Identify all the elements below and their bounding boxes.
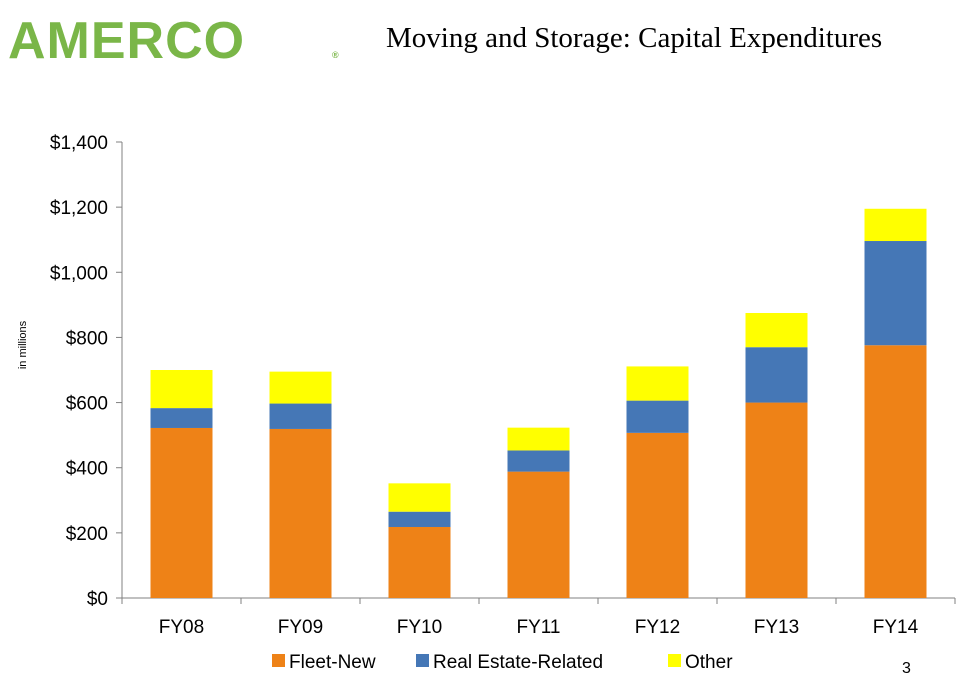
x-tick-label: FY08 [159, 617, 204, 638]
x-tick-label: FY12 [635, 617, 680, 638]
bar-other-fy09 [269, 371, 332, 404]
bar-fleet-new-fy08 [150, 427, 213, 598]
y-tick-label: $400 [66, 459, 108, 480]
bars [150, 208, 927, 598]
bar-real-estate-related-fy14 [864, 241, 927, 346]
page-number: 3 [902, 660, 911, 677]
bar-real-estate-related-fy10 [388, 511, 451, 527]
bar-fleet-new-fy13 [745, 402, 808, 598]
y-tick-label: $1,000 [50, 263, 108, 284]
bar-fleet-new-fy09 [269, 428, 332, 598]
y-tick-label: $1,200 [50, 198, 108, 219]
x-tick-label: FY13 [754, 617, 799, 638]
amerco-logo: AMERCO ® [8, 14, 339, 64]
bar-other-fy13 [745, 313, 808, 348]
logo-registered-mark: ® [332, 50, 339, 60]
bar-real-estate-related-fy12 [626, 400, 689, 433]
bar-other-fy11 [507, 427, 570, 451]
x-tick-label: FY11 [516, 617, 560, 638]
y-tick-label: $200 [66, 524, 108, 545]
x-tick-label: FY10 [397, 617, 442, 638]
y-axis-label: in millions [17, 320, 29, 369]
y-tick-label: $600 [66, 394, 108, 415]
bar-real-estate-related-fy11 [507, 450, 570, 472]
legend: Fleet-New Real Estate-Related Other [272, 652, 733, 673]
x-tick-label: FY09 [278, 617, 323, 638]
bar-fleet-new-fy12 [626, 432, 689, 598]
y-tick-label: $800 [66, 328, 108, 349]
x-tick-label: FY14 [873, 617, 919, 638]
legend-label: Fleet-New [289, 652, 376, 673]
bar-real-estate-related-fy13 [745, 347, 808, 403]
bar-real-estate-related-fy08 [150, 408, 213, 428]
bar-real-estate-related-fy09 [269, 403, 332, 429]
y-tick-label: $0 [87, 589, 108, 610]
legend-swatch [272, 654, 285, 667]
bar-other-fy12 [626, 366, 689, 401]
bar-fleet-new-fy11 [507, 471, 570, 598]
logo-wordmark: AMERCO [8, 14, 245, 64]
legend-label: Real Estate-Related [433, 652, 603, 673]
bar-fleet-new-fy14 [864, 345, 927, 598]
bar-other-fy08 [150, 370, 213, 409]
bar-fleet-new-fy10 [388, 526, 451, 598]
bar-other-fy14 [864, 208, 927, 242]
y-tick-label: $1,400 [50, 133, 108, 154]
slide-title: Moving and Storage: Capital Expenditures [386, 22, 883, 54]
bar-other-fy10 [388, 483, 451, 512]
capex-stacked-bar-chart: $0 $200 $400 $600 $800 $1,000 $1,200 $1,400 FY0… [17, 133, 956, 673]
y-axis: $0 $200 $400 $600 $800 $1,000 $1,200 $1,400 [50, 133, 123, 610]
legend-swatch [668, 654, 681, 667]
legend-label: Other [685, 652, 733, 673]
x-axis: FY08 FY09 FY10 FY11 FY12 FY13 FY14 [121, 597, 956, 638]
legend-swatch [416, 654, 429, 667]
